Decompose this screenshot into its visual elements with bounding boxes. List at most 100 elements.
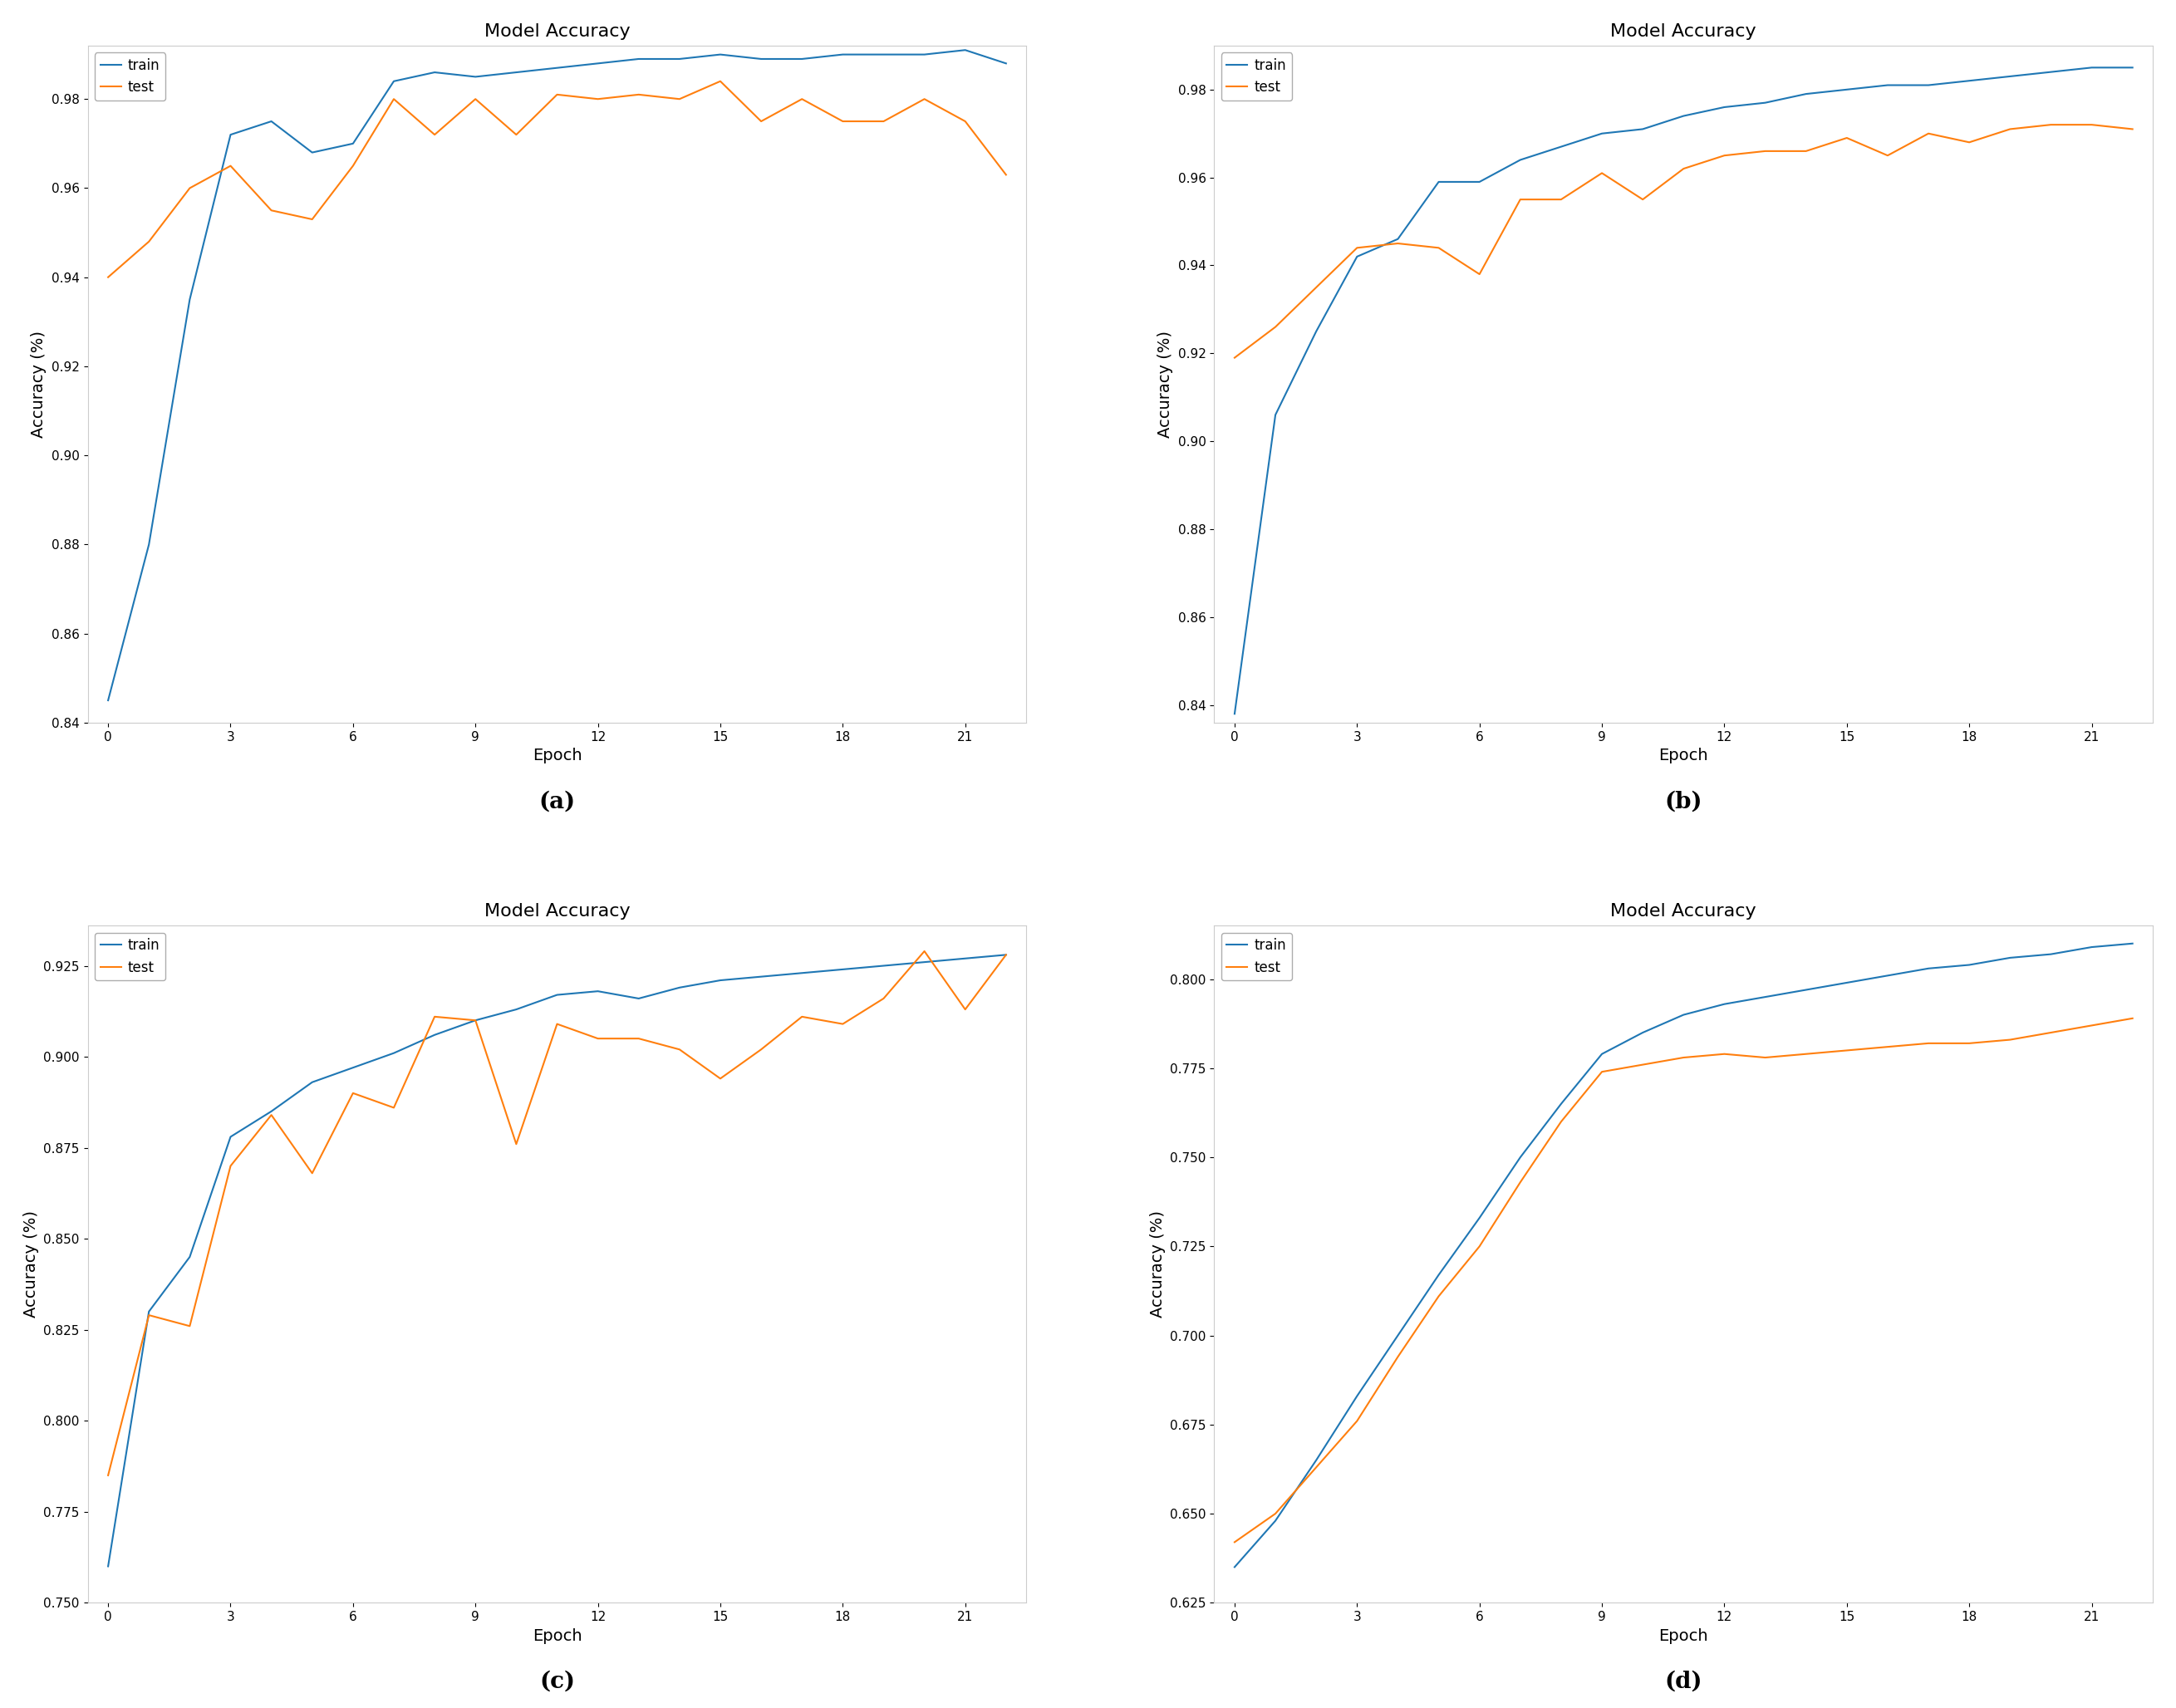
test: [1671, 1047, 1697, 1068]
train: [707, 970, 733, 991]
Legend: train, test: train, test: [1221, 933, 1293, 980]
test: [1345, 1411, 1371, 1431]
test: [707, 72, 733, 92]
train: [1425, 1264, 1451, 1284]
test: [1425, 237, 1451, 258]
Legend: train, test: train, test: [1221, 53, 1293, 101]
train: [870, 955, 897, 975]
train: [829, 960, 855, 980]
train: [1998, 948, 2024, 968]
train: [1710, 994, 1736, 1015]
Text: (a): (a): [540, 791, 574, 813]
train: [1998, 67, 2024, 87]
test: [1221, 347, 1247, 367]
train: [1425, 171, 1451, 191]
train: [298, 142, 324, 162]
train: [461, 67, 487, 87]
test: [912, 941, 938, 962]
test: [1998, 120, 2024, 140]
test: [707, 1068, 733, 1088]
Y-axis label: Accuracy (%): Accuracy (%): [30, 331, 46, 437]
test: [585, 1028, 611, 1049]
test: [339, 155, 366, 176]
train: [422, 61, 448, 82]
train: [1588, 1044, 1615, 1064]
train: [992, 945, 1018, 965]
train: [339, 133, 366, 154]
test: [666, 89, 692, 109]
Y-axis label: Accuracy (%): Accuracy (%): [1149, 1211, 1166, 1319]
train: [1467, 171, 1493, 191]
train: [259, 1102, 285, 1122]
train: [1508, 1148, 1534, 1168]
Legend: train, test: train, test: [94, 53, 165, 101]
train: [1793, 84, 1819, 104]
train: [666, 977, 692, 997]
train: [1547, 1093, 1573, 1114]
test: [1303, 1457, 1330, 1477]
test: [2078, 114, 2104, 135]
test: [1793, 1044, 1819, 1064]
train: [2039, 945, 2065, 965]
test: [749, 1038, 775, 1059]
test: [585, 89, 611, 109]
train: [1874, 965, 1900, 986]
train: [790, 50, 816, 70]
train: [870, 44, 897, 65]
Text: (d): (d): [1665, 1670, 1702, 1693]
train: [1915, 75, 1941, 96]
test: [1956, 132, 1982, 152]
Y-axis label: Accuracy (%): Accuracy (%): [1158, 331, 1173, 437]
test: [381, 1098, 407, 1119]
test: [992, 164, 1018, 184]
train: [912, 951, 938, 972]
train: [1671, 106, 1697, 126]
test: [259, 200, 285, 220]
test: [381, 89, 407, 109]
test: [1834, 128, 1860, 149]
train: [1303, 321, 1330, 342]
train: [1467, 1208, 1493, 1228]
test: [1874, 145, 1900, 166]
train: [2078, 58, 2104, 79]
train: [666, 50, 692, 70]
test: [953, 999, 979, 1020]
test: [1508, 190, 1534, 210]
train: [339, 1057, 366, 1078]
train: [1834, 79, 1860, 99]
train: [176, 289, 202, 309]
test: [1384, 234, 1410, 254]
train: [1588, 123, 1615, 143]
test: [870, 989, 897, 1009]
test: [2039, 114, 2065, 135]
test: [1588, 162, 1615, 183]
test: [790, 1006, 816, 1027]
test: [1508, 1172, 1534, 1192]
test: [1710, 1044, 1736, 1064]
train: [96, 1556, 122, 1576]
test: [461, 89, 487, 109]
train: [749, 967, 775, 987]
Title: Model Accuracy: Model Accuracy: [1610, 904, 1756, 921]
train: [1384, 1325, 1410, 1346]
test: [135, 231, 161, 251]
test: [1630, 1054, 1656, 1074]
train: [1915, 958, 1941, 979]
test: [259, 1105, 285, 1126]
Line: train: train: [1234, 943, 2132, 1566]
test: [627, 84, 653, 104]
test: [544, 1015, 570, 1035]
test: [503, 1134, 529, 1155]
test: [1303, 277, 1330, 297]
test: [1262, 1503, 1288, 1524]
test: [1467, 1237, 1493, 1257]
train: [298, 1073, 324, 1093]
test: [176, 178, 202, 198]
train: [585, 53, 611, 73]
test: [503, 125, 529, 145]
test: [1630, 190, 1656, 210]
train: [1508, 150, 1534, 171]
test: [298, 208, 324, 229]
train: [1384, 229, 1410, 249]
X-axis label: Epoch: Epoch: [1658, 748, 1708, 763]
